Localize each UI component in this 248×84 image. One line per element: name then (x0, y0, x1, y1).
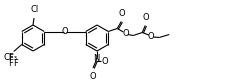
Text: N: N (93, 54, 99, 63)
Text: Cl: Cl (31, 5, 39, 14)
Text: F: F (13, 59, 18, 68)
Text: O: O (89, 72, 96, 81)
Text: O: O (62, 27, 68, 36)
Text: O: O (123, 29, 129, 38)
Text: O: O (101, 57, 108, 66)
Text: CF₃: CF₃ (3, 53, 17, 62)
Text: O: O (119, 8, 125, 17)
Text: O: O (148, 32, 155, 41)
Text: F: F (8, 59, 13, 68)
Text: O: O (143, 13, 150, 22)
Text: F: F (8, 54, 13, 63)
